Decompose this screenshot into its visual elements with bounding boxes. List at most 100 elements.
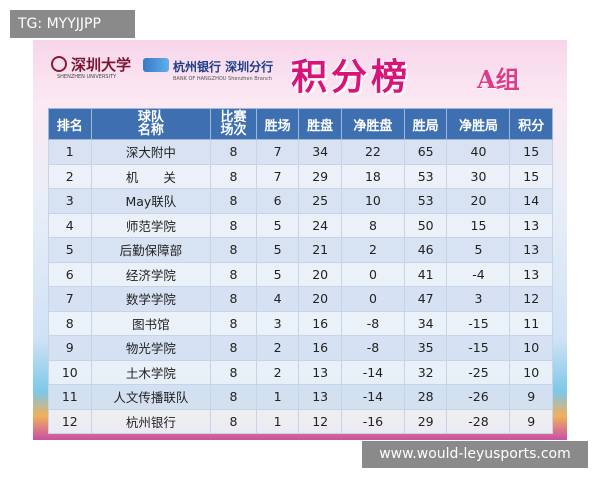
table-cell: 8	[210, 163, 257, 189]
table-cell: 8	[48, 310, 92, 336]
table-cell: 15	[509, 163, 553, 189]
table-cell: 30	[446, 163, 511, 189]
table-cell: 9	[509, 408, 553, 434]
table-cell: 41	[403, 261, 448, 287]
table-cell: 8	[210, 237, 257, 263]
column-header-text: 比赛场次	[220, 109, 247, 138]
table-cell: 7	[48, 286, 92, 312]
table-cell: 7	[255, 139, 300, 165]
table-cell: 11	[509, 310, 553, 336]
table-cell: 4	[48, 212, 92, 238]
table-cell: 6	[48, 261, 92, 287]
table-row: 6 经济学院 8 5 20 0 41 -4 13	[48, 261, 553, 287]
table-cell: 53	[403, 163, 448, 189]
table-cell: -26	[446, 384, 511, 410]
table-cell: 8	[210, 359, 257, 385]
table-cell: 3	[446, 286, 511, 312]
table-cell: 人文传播联队	[90, 384, 212, 410]
table-cell: 8	[210, 188, 257, 214]
table-cell: 9	[509, 384, 553, 410]
table-cell: 50	[403, 212, 448, 238]
group-label: A组	[477, 65, 520, 94]
table-cell: 25	[298, 188, 342, 214]
watermark-url: www.would-leyusports.com	[362, 441, 588, 468]
table-cell: 5	[255, 212, 300, 238]
column-header: 球队名称	[90, 108, 212, 140]
table-cell: 24	[298, 212, 342, 238]
table-row: 3 May联队 8 6 25 10 53 20 14	[48, 188, 553, 214]
table-cell: -14	[340, 384, 405, 410]
bank-name: 杭州银行 深圳分行	[173, 60, 274, 74]
university-seal	[51, 56, 67, 72]
table-cell: 13	[509, 261, 553, 287]
table-cell: 物光学院	[90, 335, 212, 361]
table-cell: 经济学院	[90, 261, 212, 287]
table-cell: 13	[298, 359, 342, 385]
table-cell: 8	[340, 212, 405, 238]
table-cell: 深大附中	[90, 139, 212, 165]
header-row: 排名 球队名称 比赛场次 胜场 胜盘 净胜盘 胜局 净胜局 积分	[48, 108, 553, 140]
table-row: 1 深大附中 8 7 34 22 65 40 15	[48, 139, 553, 165]
standings-poster: 深圳大学 SHENZHEN UNIVERSITY 杭州银行 深圳分行 BANK …	[33, 40, 567, 440]
table-cell: 3	[48, 188, 92, 214]
column-header: 胜盘	[298, 108, 342, 140]
table-cell: -8	[340, 335, 405, 361]
table-cell: 13	[298, 384, 342, 410]
table-cell: 35	[403, 335, 448, 361]
table-cell: 13	[509, 237, 553, 263]
bank-logo	[143, 58, 169, 72]
table-cell: 15	[509, 139, 553, 165]
table-cell: 34	[298, 139, 342, 165]
table-row: 9 物光学院 8 2 16 -8 35 -15 10	[48, 335, 553, 361]
table-cell: 16	[298, 335, 342, 361]
table-cell: -8	[340, 310, 405, 336]
table-cell: 5	[446, 237, 511, 263]
table-row: 8 图书馆 8 3 16 -8 34 -15 11	[48, 310, 553, 336]
table-cell: 16	[298, 310, 342, 336]
table-cell: 10	[48, 359, 92, 385]
table-row: 10 土木学院 8 2 13 -14 32 -25 10	[48, 359, 553, 385]
table-cell: 11	[48, 384, 92, 410]
column-header: 积分	[509, 108, 553, 140]
table-row: 5 后勤保障部 8 5 21 2 46 5 13	[48, 237, 553, 263]
table-cell: 2	[255, 335, 300, 361]
table-cell: 5	[48, 237, 92, 263]
table-cell: 32	[403, 359, 448, 385]
column-header-text: 球队名称	[137, 109, 164, 138]
table-cell: 12	[509, 286, 553, 312]
table-cell: 机 关	[90, 163, 212, 189]
table-cell: -16	[340, 408, 405, 434]
table-cell: 0	[340, 286, 405, 312]
table-cell: 3	[255, 310, 300, 336]
table-cell: 21	[298, 237, 342, 263]
table-cell: 5	[255, 261, 300, 287]
table-cell: 8	[210, 384, 257, 410]
table-cell: 2	[340, 237, 405, 263]
table-cell: 1	[255, 384, 300, 410]
table-cell: 34	[403, 310, 448, 336]
table-cell: 12	[298, 408, 342, 434]
table-row: 7 数学学院 8 4 20 0 47 3 12	[48, 286, 553, 312]
table-cell: 10	[509, 335, 553, 361]
table-cell: 46	[403, 237, 448, 263]
column-header: 净胜盘	[340, 108, 405, 140]
table-cell: 7	[255, 163, 300, 189]
column-header: 胜局	[403, 108, 448, 140]
bank-name-en: BANK OF HANGZHOU Shenzhen Branch	[173, 76, 272, 82]
table-cell: 29	[298, 163, 342, 189]
column-header: 净胜局	[446, 108, 511, 140]
table-cell: 1	[48, 139, 92, 165]
table-cell: 12	[48, 408, 92, 434]
watermark-tag: TG: MYYJJPP	[10, 10, 135, 38]
table-cell: 2	[255, 359, 300, 385]
table-cell: 10	[340, 188, 405, 214]
table-cell: 13	[509, 212, 553, 238]
table-cell: 后勤保障部	[90, 237, 212, 263]
table-cell: -15	[446, 335, 511, 361]
table-cell: 22	[340, 139, 405, 165]
university-name: 深圳大学	[71, 56, 132, 74]
table-cell: 师范学院	[90, 212, 212, 238]
table-cell: 18	[340, 163, 405, 189]
table-cell: 图书馆	[90, 310, 212, 336]
